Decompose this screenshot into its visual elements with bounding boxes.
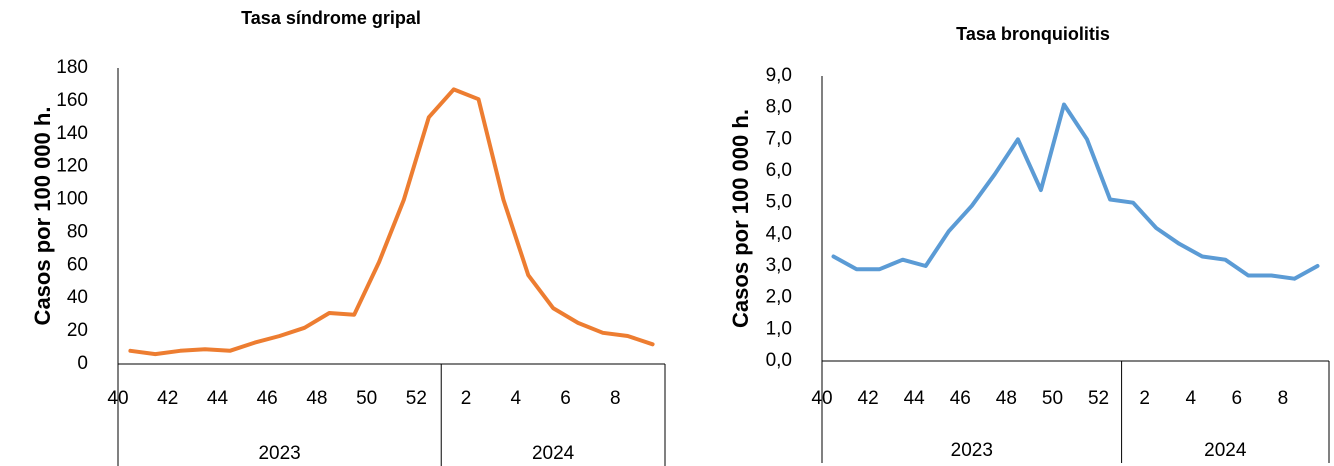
bronquiolitis-data-point: [970, 204, 974, 208]
bronquiolitis-data-point: [878, 267, 882, 271]
bronquiolitis-y-tick-label: 7,0: [766, 128, 792, 149]
bronquiolitis-x-tick-label: 46: [950, 388, 971, 409]
bronquiolitis-data-point: [1177, 242, 1181, 246]
gripal-x-tick-label: 46: [257, 388, 278, 409]
bronquiolitis-y-tick-label: 1,0: [766, 318, 792, 339]
gripal-y-tick-label: 20: [67, 320, 88, 341]
gripal-data-point: [128, 349, 132, 353]
bronquiolitis-y-tick-label: 5,0: [766, 192, 792, 213]
gripal-data-point: [452, 87, 456, 91]
bronquiolitis-series-line: [831, 102, 1320, 281]
bronquiolitis-y-tick-label: 8,0: [766, 97, 792, 118]
bronquiolitis-data-point: [1062, 103, 1066, 106]
gripal-year-label: 2023: [258, 443, 300, 464]
bronquiolitis-x-tick-label: 8: [1278, 388, 1289, 409]
gripal-x-tick-label: 6: [560, 388, 571, 409]
gripal-data-point: [526, 273, 530, 277]
bronquiolitis-data-point: [1315, 264, 1319, 268]
bronquiolitis-data-point: [1223, 258, 1227, 262]
bronquiolitis-y-tick-label: 4,0: [766, 223, 792, 244]
gripal-x-tick-label: 42: [157, 388, 178, 409]
bronquiolitis-x-tick-label: 52: [1088, 388, 1109, 409]
bronquiolitis-data-point: [901, 258, 905, 262]
gripal-data-point: [253, 341, 257, 345]
bronquiolitis-y-tick-label: 2,0: [766, 287, 792, 308]
gripal-data-point: [427, 115, 431, 119]
gripal-x-tick-label: 48: [306, 388, 327, 409]
bronquiolitis-data-point: [947, 229, 951, 233]
bronquiolitis-data-point: [1292, 277, 1296, 281]
gripal-chart-title: Tasa síndrome gripal: [241, 8, 421, 28]
gripal-data-point: [477, 97, 481, 101]
gripal-data-point: [576, 321, 580, 325]
bronquiolitis-data-point: [1108, 198, 1112, 201]
bronquiolitis-x-tick-label: 44: [904, 388, 926, 409]
bronquiolitis-y-tick-label: 3,0: [766, 255, 792, 276]
gripal-year-label: 2024: [532, 443, 575, 464]
gripal-y-tick-label: 100: [56, 189, 88, 210]
gripal-data-point: [626, 334, 630, 338]
gripal-y-tick-label: 120: [56, 156, 88, 177]
bronquiolitis-data-point: [1085, 137, 1089, 141]
bronquiolitis-year-label: 2023: [951, 440, 993, 461]
gripal-series-line: [128, 87, 655, 357]
bronquiolitis-data-point: [1039, 188, 1043, 192]
gripal-x-tick-label: 4: [511, 388, 522, 409]
bronquiolitis-x-tick-label: 50: [1042, 388, 1063, 409]
gripal-data-point: [601, 331, 605, 335]
bronquiolitis-x-tick-label: 6: [1232, 388, 1243, 409]
bronquiolitis-data-point: [1131, 201, 1135, 205]
bronquiolitis-data-point: [855, 267, 859, 271]
gripal-y-tick-label: 180: [56, 57, 88, 78]
gripal-y-tick-label: 140: [56, 123, 88, 144]
bronquiolitis-data-point: [832, 255, 836, 258]
bronquiolitis-data-point: [1016, 137, 1020, 141]
bronquiolitis-y-axis-title: Casos por 100 000 h.: [728, 109, 753, 328]
bronquiolitis-x-tick-label: 42: [858, 388, 879, 409]
gripal-data-point: [228, 349, 232, 353]
bronquiolitis-data-point: [1154, 226, 1158, 230]
bronquiolitis-data-point: [1269, 274, 1273, 277]
bronquiolitis-chart: Tasa bronquiolitis Casos por 100 000 h. 0,…: [728, 24, 1330, 463]
gripal-data-point: [302, 326, 306, 330]
gripal-y-tick-label: 40: [67, 287, 88, 308]
gripal-x-tick-label: 52: [406, 388, 427, 409]
gripal-data-point: [377, 260, 381, 264]
gripal-data-point: [402, 198, 406, 202]
bronquiolitis-x-tick-label: 48: [996, 388, 1017, 409]
gripal-data-point: [551, 306, 555, 310]
gripal-data-point: [278, 334, 282, 338]
gripal-data-point: [651, 342, 655, 346]
bronquiolitis-x-tick-label: 2: [1139, 388, 1150, 409]
gripal-data-point: [178, 349, 182, 353]
bronquiolitis-y-tick-label: 0,0: [766, 350, 792, 371]
gripal-data-point: [352, 313, 356, 317]
gripal-y-axis-title: Casos por 100 000 h.: [30, 107, 55, 326]
bronquiolitis-y-tick-label: 9,0: [766, 65, 792, 86]
bronquiolitis-data-point: [1200, 255, 1204, 258]
bronquiolitis-x-tick-label: 4: [1185, 388, 1196, 409]
bronquiolitis-y-tick-label: 6,0: [766, 160, 792, 181]
gripal-y-tick-label: 0: [77, 353, 88, 374]
gripal-y-tick-label: 60: [67, 254, 88, 275]
bronquiolitis-year-label: 2024: [1204, 440, 1247, 461]
gripal-x-tick-label: 2: [461, 388, 472, 409]
gripal-data-point: [203, 347, 207, 351]
gripal-y-tick-label: 80: [67, 221, 88, 242]
gripal-data-point: [153, 352, 157, 356]
gripal-data-point: [501, 198, 505, 202]
gripal-data-point: [327, 311, 331, 315]
gripal-x-tick-label: 50: [356, 388, 377, 409]
gripal-x-tick-label: 44: [207, 388, 229, 409]
gripal-y-tick-label: 160: [56, 90, 88, 111]
bronquiolitis-data-point: [993, 172, 997, 176]
bronquiolitis-chart-title: Tasa bronquiolitis: [956, 24, 1110, 44]
gripal-chart: Tasa síndrome gripal Casos por 100 000 h.…: [30, 8, 666, 466]
bronquiolitis-data-point: [924, 264, 928, 268]
bronquiolitis-data-point: [1246, 274, 1250, 277]
gripal-x-tick-label: 8: [610, 388, 621, 409]
